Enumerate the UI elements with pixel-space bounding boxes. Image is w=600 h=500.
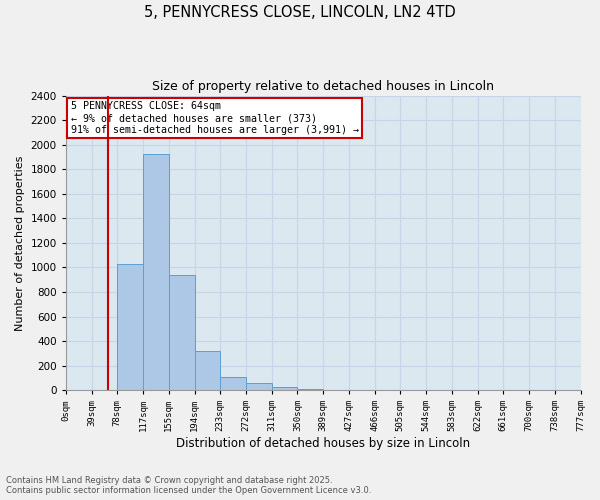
Y-axis label: Number of detached properties: Number of detached properties <box>15 155 25 330</box>
Bar <box>143 154 169 390</box>
Text: 5 PENNYCRESS CLOSE: 64sqm
← 9% of detached houses are smaller (373)
91% of semi-: 5 PENNYCRESS CLOSE: 64sqm ← 9% of detach… <box>71 102 359 134</box>
Text: 5, PENNYCRESS CLOSE, LINCOLN, LN2 4TD: 5, PENNYCRESS CLOSE, LINCOLN, LN2 4TD <box>144 5 456 20</box>
Bar <box>169 276 194 390</box>
Bar <box>118 264 143 390</box>
Bar <box>298 389 323 390</box>
Bar <box>272 387 298 390</box>
X-axis label: Distribution of detached houses by size in Lincoln: Distribution of detached houses by size … <box>176 437 470 450</box>
Title: Size of property relative to detached houses in Lincoln: Size of property relative to detached ho… <box>152 80 494 93</box>
Text: Contains HM Land Registry data © Crown copyright and database right 2025.
Contai: Contains HM Land Registry data © Crown c… <box>6 476 371 495</box>
Bar <box>194 352 220 390</box>
Bar <box>220 376 246 390</box>
Bar <box>246 384 272 390</box>
